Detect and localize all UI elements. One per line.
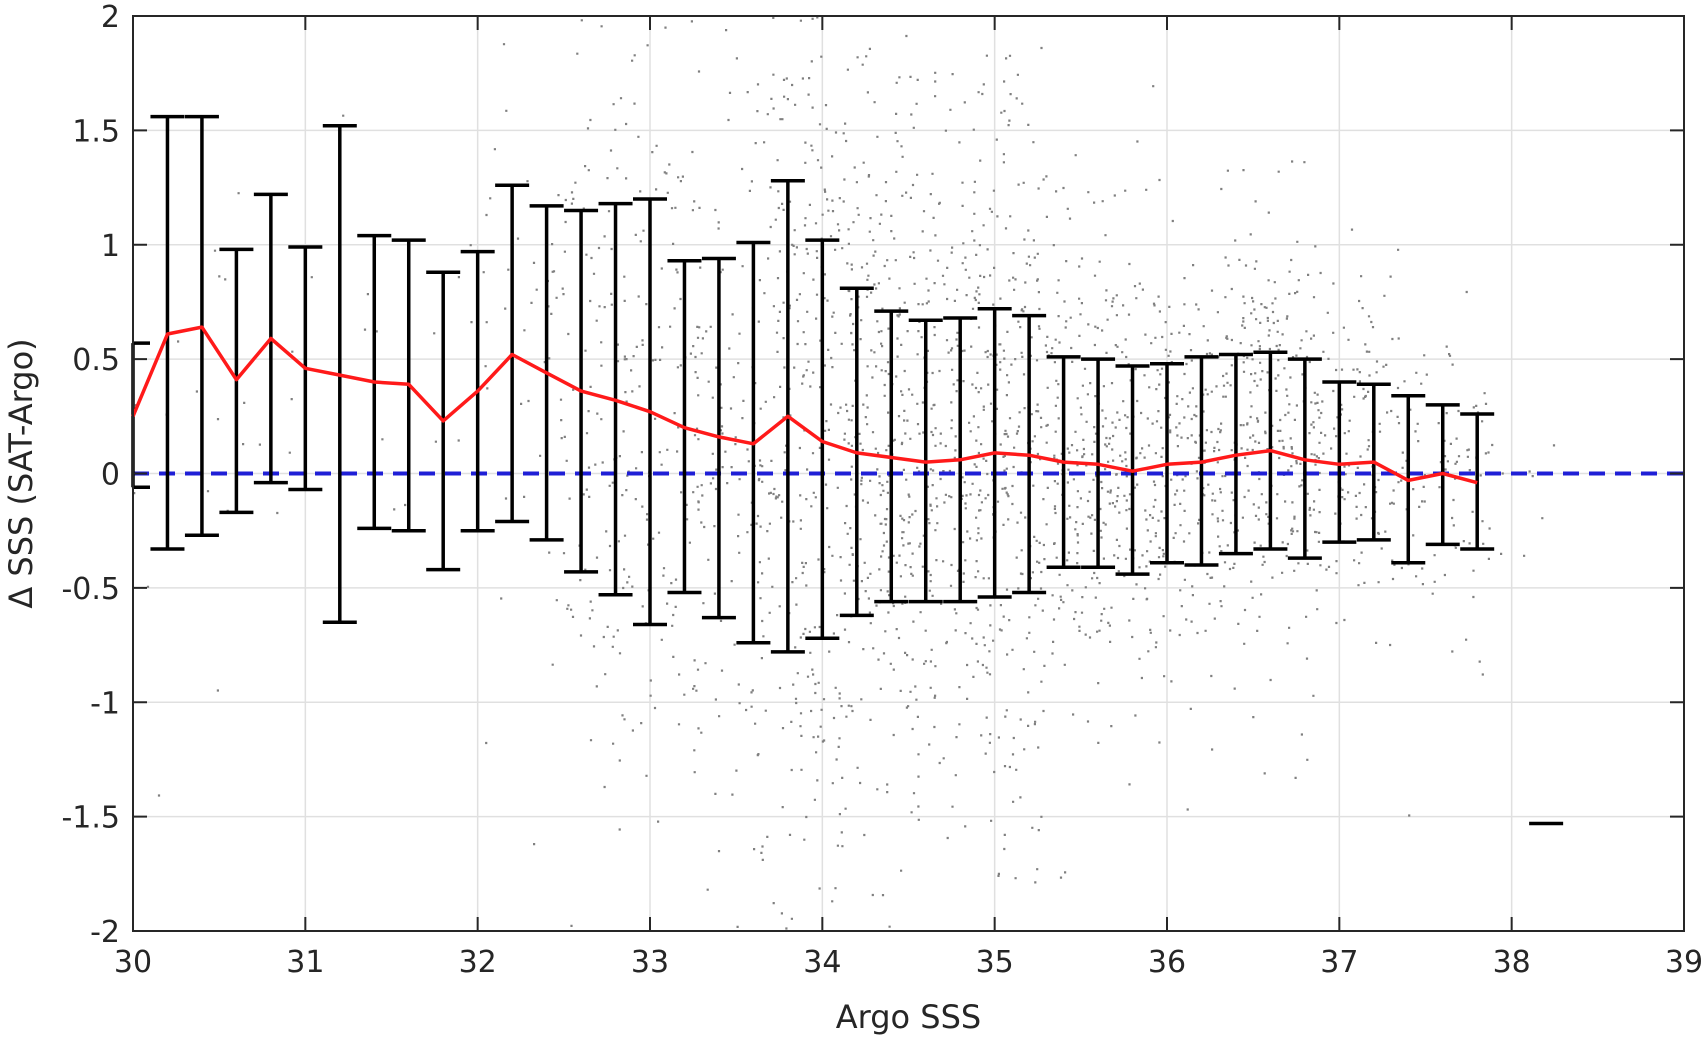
x-tick-label: 35	[976, 945, 1014, 980]
x-tick-label: 39	[1665, 945, 1703, 980]
x-tick-labels: 30 31 32 33 34 35 36 37 38 39	[114, 945, 1703, 980]
axes	[132, 15, 1685, 932]
x-tick-label: 34	[803, 945, 841, 980]
x-tick-label: 30	[114, 945, 152, 980]
y-tick-label: 1	[101, 229, 120, 264]
x-tick-label: 36	[1148, 945, 1186, 980]
y-tick-label: -0.5	[61, 572, 120, 607]
y-tick-label: 1.5	[72, 114, 120, 149]
y-tick-label: -1	[90, 686, 120, 721]
x-axis-label: Argo SSS	[836, 998, 981, 1036]
x-tick-label: 33	[631, 945, 669, 980]
y-tick-label: 0	[101, 458, 120, 493]
y-tick-label: -2	[90, 915, 120, 950]
x-tick-label: 31	[286, 945, 324, 980]
y-tick-labels: -2 -1.5 -1 -0.5 0 0.5 1 1.5 2	[61, 0, 120, 950]
y-axis-label: Δ SSS (SAT-Argo)	[2, 338, 40, 608]
x-tick-label: 37	[1320, 945, 1358, 980]
mean-line-path	[131, 325, 1478, 485]
y-tick-label: 2	[101, 0, 120, 35]
error-bars	[131, 114, 1564, 826]
grid-lines	[132, 15, 1685, 932]
mean-line	[131, 325, 1478, 485]
x-tick-label: 38	[1493, 945, 1531, 980]
y-tick-label: -1.5	[61, 801, 120, 836]
y-tick-label: 0.5	[72, 343, 120, 378]
x-tick-label: 32	[459, 945, 497, 980]
